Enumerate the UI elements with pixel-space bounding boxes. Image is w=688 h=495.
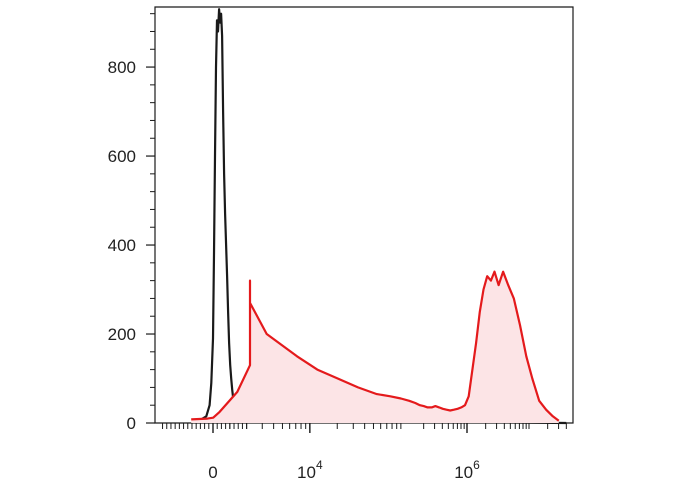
y-tick-label: 800 (108, 58, 136, 77)
y-tick-label: 600 (108, 147, 136, 166)
x-tick-label: 104 (297, 458, 323, 482)
x-tick-label: 0 (208, 463, 217, 482)
plot-frame (154, 6, 574, 424)
stained-area (191, 271, 559, 423)
y-tick-label: 0 (127, 414, 136, 433)
stained-line (191, 270, 560, 422)
y-tick-label: 400 (108, 236, 136, 255)
y-tick-label: 200 (108, 325, 136, 344)
x-tick-label: 106 (454, 458, 480, 482)
